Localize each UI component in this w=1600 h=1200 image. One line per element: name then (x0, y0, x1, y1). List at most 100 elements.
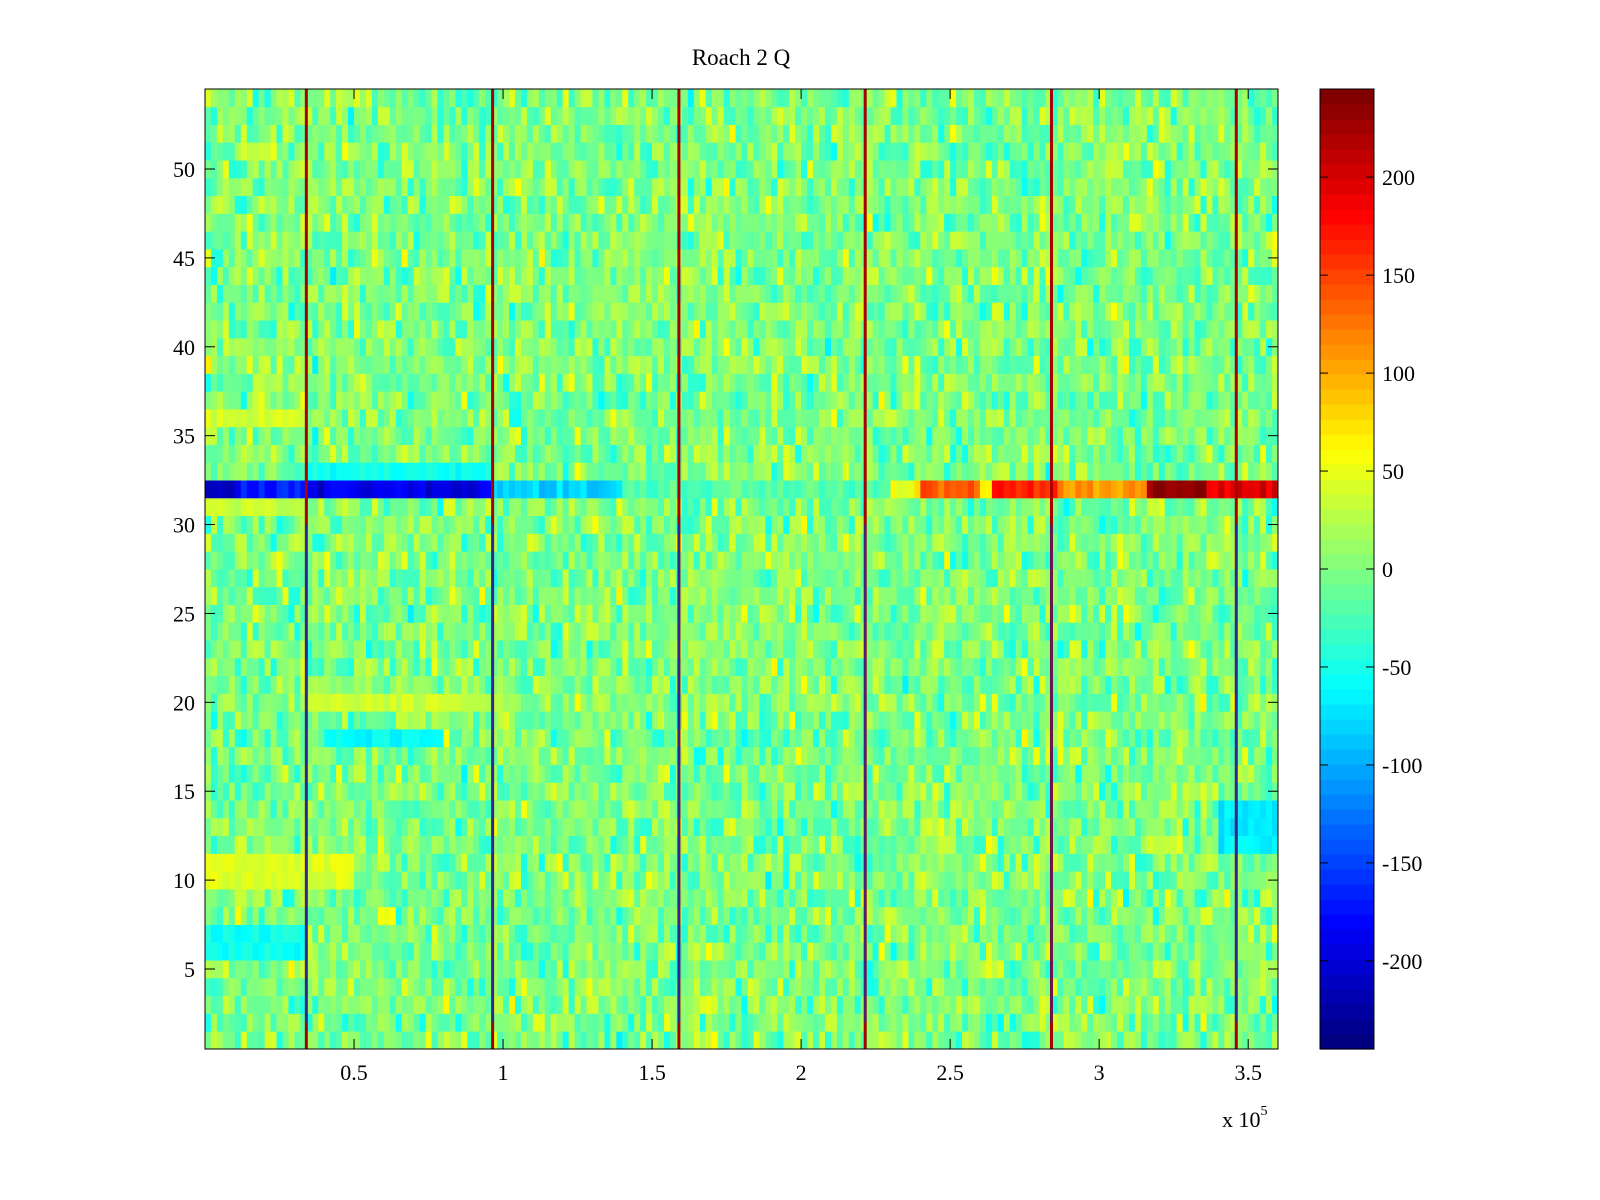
heatmap-cell (437, 1031, 444, 1050)
heatmap-cell (622, 604, 629, 623)
heatmap-cell (473, 711, 480, 730)
heatmap-cell (1152, 746, 1160, 765)
heatmap-cell (902, 622, 909, 641)
heatmap-cell (574, 693, 581, 712)
heatmap-cell (646, 1013, 653, 1032)
heatmap-cell (640, 800, 647, 819)
heatmap-cell (705, 1013, 713, 1032)
heatmap-cell (789, 906, 796, 925)
heatmap-cell (729, 906, 736, 925)
heatmap-cell (443, 782, 450, 801)
heatmap-cell (377, 586, 385, 605)
heatmap-cell (669, 569, 677, 588)
heatmap-cell (818, 729, 826, 748)
heatmap-cell (1057, 729, 1064, 748)
heatmap-cell (485, 586, 492, 605)
heatmap-cell (765, 871, 772, 890)
heatmap-cell (842, 604, 850, 623)
heatmap-cell (401, 586, 409, 605)
heatmap-cell (240, 924, 248, 943)
heatmap-cell (425, 977, 432, 997)
heatmap-cells (205, 89, 1279, 1050)
heatmap-cell (216, 1013, 224, 1032)
heatmap-cell (1128, 586, 1136, 605)
heatmap-cell (604, 764, 611, 783)
heatmap-cell (264, 729, 271, 748)
heatmap-cell (431, 782, 438, 801)
heatmap-cell (479, 960, 486, 979)
heatmap-cell (622, 835, 629, 854)
heatmap-cell (854, 586, 862, 605)
heatmap-cell (240, 853, 248, 872)
heatmap-cell (1033, 800, 1040, 819)
heatmap-cell (902, 729, 909, 748)
heatmap-cell (479, 711, 486, 730)
heatmap-cell (455, 675, 462, 694)
heatmap-cell (371, 977, 379, 997)
heatmap-cell (795, 800, 802, 819)
heatmap-cell (681, 782, 689, 801)
heatmap-cell (425, 942, 432, 961)
heatmap-cell (830, 782, 838, 801)
heatmap-cell (443, 835, 450, 854)
heatmap-cell (920, 657, 927, 677)
heatmap-cell (205, 995, 212, 1014)
heatmap-cell (1069, 924, 1076, 943)
heatmap-cell (497, 853, 504, 872)
heatmap-cell (365, 889, 373, 908)
heatmap-cell (1272, 800, 1279, 819)
heatmap-cell (580, 817, 587, 837)
heatmap-cell (216, 800, 224, 819)
heatmap-cell (1057, 871, 1064, 890)
heatmap-cell (836, 711, 844, 730)
heatmap-cell (485, 622, 492, 641)
heatmap-cell (592, 640, 599, 659)
heatmap-cell (365, 853, 373, 872)
heatmap-cell (699, 871, 707, 890)
heatmap-cell (932, 693, 939, 712)
heatmap-cell (801, 551, 808, 570)
heatmap-cell (1206, 729, 1213, 748)
heatmap-cell (1260, 835, 1267, 854)
heatmap-cell (348, 675, 355, 694)
heatmap-cell (306, 711, 313, 730)
heatmap-cell (1009, 711, 1017, 730)
heatmap-cell (544, 817, 552, 837)
heatmap-cell (997, 551, 1005, 570)
heatmap-cell (371, 995, 379, 1014)
heatmap-cell (240, 551, 248, 570)
heatmap-cell (568, 871, 575, 890)
heatmap-cell (1176, 640, 1184, 659)
heatmap-cell (1063, 622, 1070, 641)
heatmap-cell (586, 569, 593, 588)
heatmap-cell (556, 729, 564, 748)
heatmap-cell (437, 889, 444, 908)
heatmap-cell (729, 657, 736, 677)
heatmap-cell (240, 746, 248, 765)
heatmap-cell (669, 835, 677, 854)
heatmap-cell (1087, 569, 1094, 588)
heatmap-cell (377, 640, 385, 659)
heatmap-cell (210, 977, 218, 997)
heatmap-cell (336, 693, 343, 712)
heatmap-cell (580, 586, 587, 605)
heatmap-cell (1069, 640, 1076, 659)
heatmap-cell (944, 551, 951, 570)
heatmap-cell (658, 782, 665, 801)
heatmap-cell (979, 977, 987, 997)
heatmap-cell (455, 622, 462, 641)
heatmap-cell (1158, 960, 1166, 979)
heatmap-cell (306, 942, 313, 961)
heatmap-cell (759, 871, 766, 890)
heatmap-cell (1087, 817, 1094, 837)
heatmap-cell (1009, 906, 1017, 925)
heatmap-cell (330, 729, 337, 748)
heatmap-cell (813, 942, 820, 961)
heatmap-cell (664, 835, 671, 854)
heatmap-cell (538, 551, 546, 570)
heatmap-cell (878, 977, 885, 997)
heatmap-cell (1045, 569, 1052, 588)
heatmap-cell (956, 551, 963, 570)
heatmap-cell (687, 942, 695, 961)
heatmap-cell (336, 817, 343, 837)
